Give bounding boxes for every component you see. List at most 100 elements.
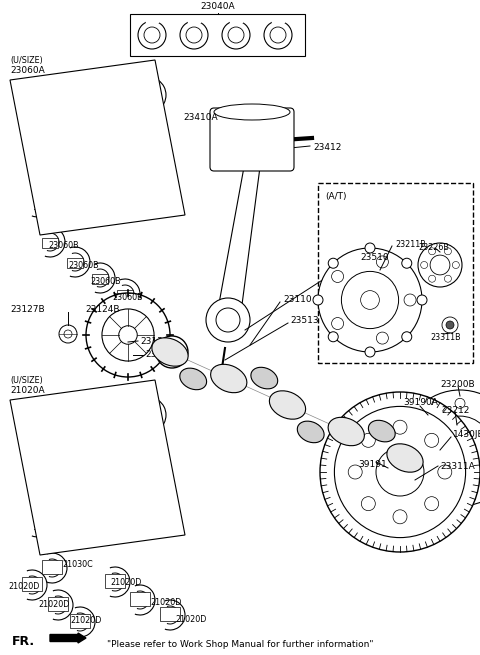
Circle shape — [320, 392, 480, 552]
Circle shape — [400, 407, 456, 463]
Circle shape — [64, 330, 72, 338]
Polygon shape — [10, 380, 185, 555]
Circle shape — [416, 465, 426, 476]
Circle shape — [222, 21, 250, 49]
Text: 23060B: 23060B — [48, 241, 79, 250]
Bar — [42, 238, 58, 248]
Circle shape — [404, 294, 416, 306]
Text: 39191: 39191 — [358, 460, 387, 469]
Ellipse shape — [152, 338, 188, 366]
Circle shape — [444, 248, 451, 255]
Ellipse shape — [211, 364, 247, 393]
Text: 23060B: 23060B — [112, 293, 143, 302]
Circle shape — [428, 416, 480, 480]
Circle shape — [216, 308, 240, 332]
Circle shape — [414, 421, 442, 449]
Text: FR.: FR. — [12, 635, 35, 648]
Text: 23120: 23120 — [145, 350, 173, 359]
Circle shape — [162, 342, 182, 362]
Circle shape — [59, 325, 77, 343]
Circle shape — [348, 465, 362, 479]
Bar — [318, 183, 473, 363]
Circle shape — [446, 321, 454, 329]
Circle shape — [360, 291, 379, 309]
Circle shape — [365, 347, 375, 357]
Circle shape — [429, 248, 435, 255]
Circle shape — [264, 21, 292, 49]
Text: 21020A: 21020A — [10, 386, 45, 395]
Text: 23060B: 23060B — [90, 277, 120, 286]
Circle shape — [402, 390, 480, 506]
Circle shape — [332, 318, 344, 329]
Text: 23060B: 23060B — [68, 261, 98, 270]
Circle shape — [429, 275, 435, 282]
Circle shape — [452, 261, 459, 269]
Circle shape — [180, 21, 208, 49]
Bar — [92, 274, 108, 284]
Text: 23513: 23513 — [290, 316, 319, 325]
Text: 23311B: 23311B — [430, 333, 461, 342]
Circle shape — [430, 255, 450, 275]
Circle shape — [376, 256, 388, 268]
Text: 21020D: 21020D — [150, 598, 181, 607]
Bar — [130, 592, 150, 606]
Text: 1430JE: 1430JE — [453, 430, 480, 439]
Text: (A/T): (A/T) — [325, 192, 347, 201]
Bar — [130, 14, 305, 56]
Ellipse shape — [251, 367, 278, 389]
Text: (U/SIZE): (U/SIZE) — [10, 56, 43, 65]
Circle shape — [425, 496, 439, 511]
Bar — [42, 560, 62, 574]
Circle shape — [335, 406, 466, 538]
Text: (U/SIZE): (U/SIZE) — [10, 376, 43, 385]
Circle shape — [328, 258, 338, 269]
Text: 23110: 23110 — [283, 295, 312, 304]
Circle shape — [444, 275, 451, 282]
Circle shape — [402, 332, 412, 342]
Circle shape — [138, 21, 166, 49]
Circle shape — [217, 365, 227, 375]
Circle shape — [376, 332, 388, 344]
Bar — [70, 614, 90, 628]
Bar — [117, 290, 133, 300]
Circle shape — [228, 27, 244, 43]
Polygon shape — [10, 60, 185, 235]
Text: 23200B: 23200B — [440, 380, 475, 389]
Circle shape — [318, 248, 422, 352]
Text: 23410A: 23410A — [183, 113, 217, 122]
Bar — [48, 597, 68, 611]
Bar — [105, 574, 125, 588]
Circle shape — [455, 488, 465, 498]
Text: "Please refer to Work Shop Manual for further information": "Please refer to Work Shop Manual for fu… — [107, 640, 373, 649]
Text: 23412: 23412 — [313, 143, 341, 152]
Circle shape — [438, 465, 452, 479]
Text: 23211B: 23211B — [395, 240, 426, 249]
Ellipse shape — [180, 368, 206, 390]
Circle shape — [425, 434, 439, 447]
Circle shape — [453, 441, 467, 455]
Circle shape — [393, 421, 407, 434]
Polygon shape — [216, 167, 260, 320]
Ellipse shape — [214, 104, 290, 120]
Circle shape — [270, 27, 286, 43]
Ellipse shape — [328, 417, 364, 445]
Text: 21020D: 21020D — [175, 615, 206, 624]
Circle shape — [417, 295, 427, 305]
Circle shape — [341, 271, 398, 329]
Text: 23212: 23212 — [441, 406, 469, 415]
Text: 23040A: 23040A — [201, 2, 235, 11]
Text: 39190A: 39190A — [403, 398, 438, 407]
Circle shape — [416, 421, 426, 431]
Circle shape — [455, 398, 465, 408]
Circle shape — [365, 243, 375, 253]
Text: 21020D: 21020D — [38, 600, 70, 609]
Ellipse shape — [387, 444, 423, 472]
Circle shape — [86, 293, 170, 377]
FancyBboxPatch shape — [210, 108, 294, 171]
Circle shape — [332, 271, 344, 282]
Circle shape — [376, 448, 424, 496]
Text: 23131: 23131 — [140, 337, 168, 346]
Circle shape — [119, 326, 137, 345]
Text: 21020D: 21020D — [70, 616, 101, 625]
Text: 23226B: 23226B — [418, 243, 449, 252]
